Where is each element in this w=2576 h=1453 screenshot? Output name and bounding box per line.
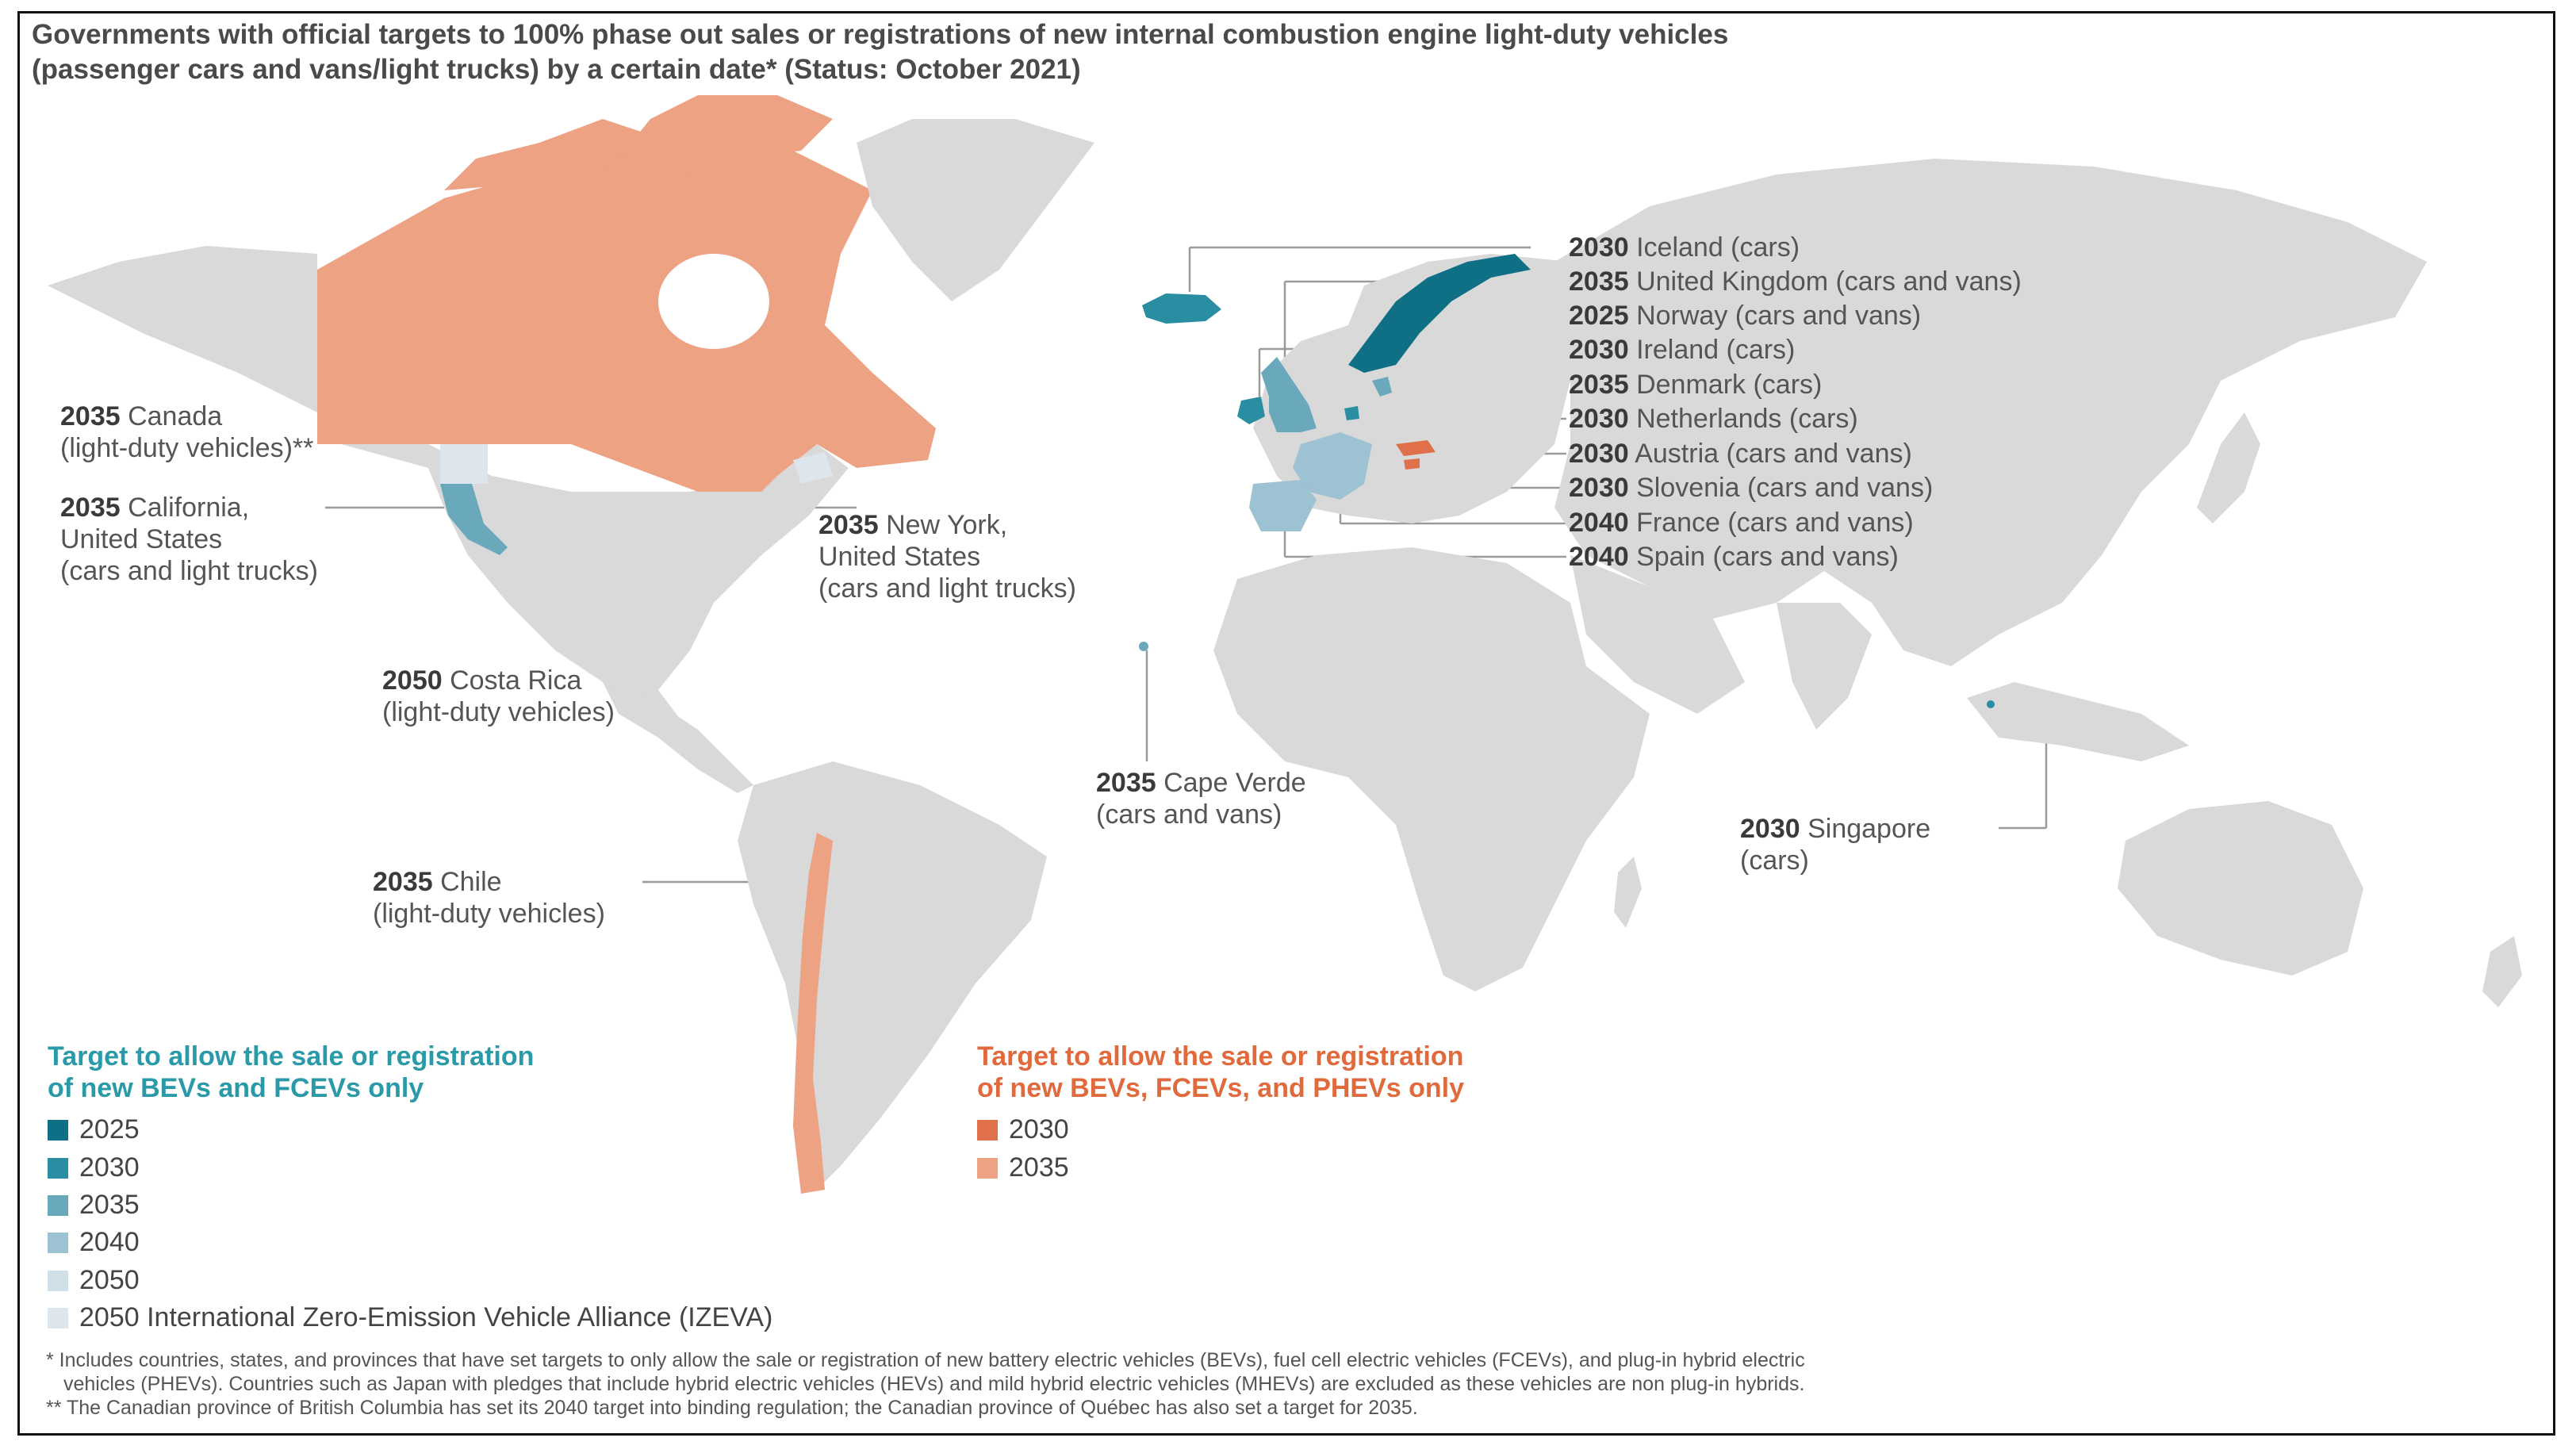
label-denmark: 2035 Denmark (cars) (1569, 370, 1823, 400)
asia-land (1554, 159, 2427, 666)
canada-northern-islands (619, 95, 833, 174)
legend-item-izeva: 2050 International Zero-Emission Vehicle… (48, 1302, 772, 1333)
legend-swatch (48, 1233, 68, 1253)
canada-land (317, 127, 936, 492)
legend-teal-heading: Target to allow the sale or registration… (48, 1041, 535, 1103)
legend-swatch (48, 1120, 68, 1141)
legend-item-orange-2035: 2035 (977, 1152, 1069, 1183)
legend-item-orange-2030: 2030 (977, 1114, 1069, 1145)
label-france: 2040 France (cars and vans) (1569, 508, 1914, 538)
label-california: 2035 California, United States (cars and… (60, 493, 318, 586)
iceland-country (1142, 293, 1221, 324)
label-costa-rica: 2050 Costa Rica (light-duty vehicles) (382, 665, 615, 727)
legend-swatch (977, 1158, 998, 1179)
label-singapore: 2030 Singapore (cars) (1740, 814, 1931, 876)
label-cape-verde: 2035 Cape Verde (cars and vans) (1096, 768, 1306, 830)
legend-item-2030: 2030 (48, 1152, 140, 1183)
austria-country (1396, 440, 1436, 456)
se-asia-islands (1967, 682, 2189, 761)
hudson-bay (658, 254, 769, 349)
nordic-land (1412, 286, 1531, 381)
label-united-kingdom: 2035 United Kingdom (cars and vans) (1569, 266, 2022, 297)
legend-swatch (48, 1158, 68, 1179)
netherlands-country (1344, 406, 1359, 420)
label-netherlands: 2030 Netherlands (cars) (1569, 404, 1858, 434)
newyork-state (793, 452, 833, 484)
france-country (1293, 432, 1372, 500)
denmark-country (1372, 377, 1392, 397)
label-spain: 2040 Spain (cars and vans) (1569, 542, 1899, 572)
legend-swatch (48, 1308, 68, 1328)
label-norway: 2025 Norway (cars and vans) (1569, 301, 1922, 331)
slovenia-country (1404, 458, 1420, 470)
legend-item-2035: 2035 (48, 1189, 140, 1221)
legend-swatch (48, 1195, 68, 1216)
chile-country (793, 833, 833, 1194)
label-iceland: 2030 Iceland (cars) (1569, 232, 1800, 263)
footnote-double-star: ** The Canadian province of British Colu… (46, 1397, 1418, 1419)
legend-item-2040: 2040 (48, 1226, 140, 1258)
central-america-land (603, 682, 753, 793)
japan-land (2197, 412, 2260, 523)
label-slovenia: 2030 Slovenia (cars and vans) (1569, 473, 1934, 503)
norway-country (1348, 254, 1531, 373)
canada-arctic-islands (444, 119, 650, 190)
india-land (1777, 603, 1872, 730)
capeverde-country (1139, 642, 1148, 651)
uk-country (1261, 357, 1317, 432)
legend-swatch (48, 1271, 68, 1291)
australia-land (2118, 801, 2363, 976)
madagascar-land (1614, 857, 1642, 928)
izeva-west-states (440, 444, 488, 484)
figure-title: Governments with official targets to 100… (32, 19, 1729, 85)
footnote-star: * Includes countries, states, and provin… (46, 1349, 1805, 1395)
california-state (440, 484, 508, 555)
legend-item-2050: 2050 (48, 1264, 140, 1296)
new-zealand-land (2482, 936, 2522, 1007)
legend-orange-heading: Target to allow the sale or registration… (977, 1041, 1465, 1103)
label-canada: 2035 Canada (light-duty vehicles)** (60, 401, 314, 463)
label-ireland: 2030 Ireland (cars) (1569, 335, 1796, 365)
ireland-country (1237, 397, 1265, 424)
label-chile: 2035 Chile (light-duty vehicles) (373, 867, 605, 929)
middle-east-land (1570, 555, 1745, 714)
label-new-york: 2035 New York, United States (cars and l… (818, 510, 1076, 604)
greenland-land (857, 119, 1094, 301)
spain-country (1249, 480, 1317, 531)
legend-swatch (977, 1120, 998, 1141)
singapore-country (1987, 700, 1995, 708)
legend-item-2025: 2025 (48, 1114, 140, 1145)
label-austria: 2030 Austria (cars and vans) (1569, 439, 1912, 469)
africa-land (1213, 547, 1650, 991)
